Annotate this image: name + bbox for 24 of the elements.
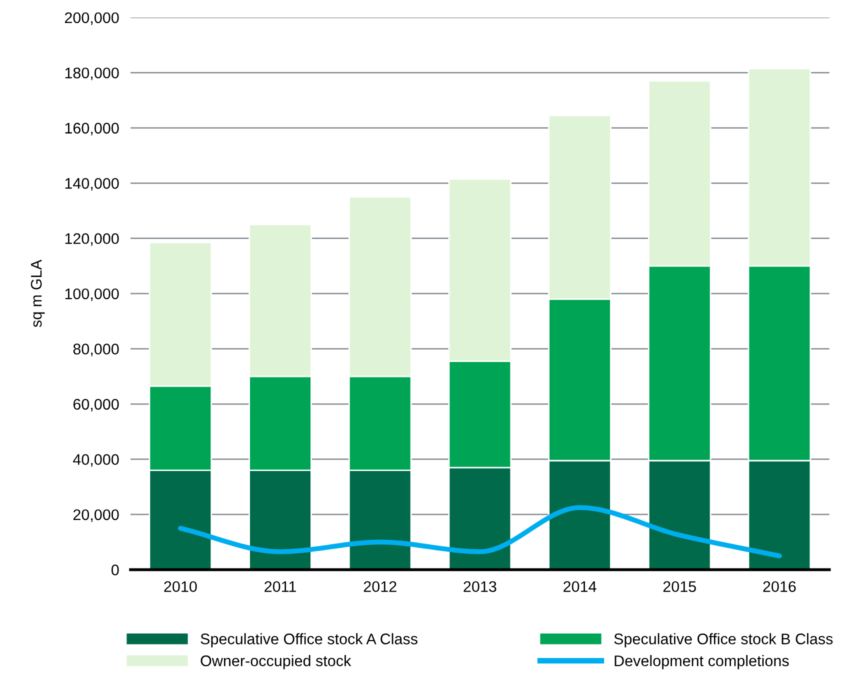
y-tick-label: 180,000 [65,68,119,80]
x-tick-label: 2016 [763,581,796,592]
y-tick-label: 60,000 [73,398,119,412]
y-tick-label: 140,000 [65,178,119,191]
y-tick-label: 120,000 [65,233,119,246]
y-tick-label: 80,000 [73,344,119,356]
y-tick-label: 0 [112,564,119,576]
line-series [178,505,782,558]
x-tick-label: 2011 [264,581,296,592]
x-tick-label: 2012 [364,581,396,592]
legend-label: Development completions [614,655,789,670]
y-tick-label: 20,000 [73,509,119,522]
y-tick-label: 160,000 [65,122,119,136]
y-tick-label: 40,000 [73,454,119,467]
legend-label: Speculative Office stock A Class [200,633,418,648]
legend-label: Owner-occupied stock [200,655,352,670]
x-tick-label: 2010 [164,581,197,592]
y-tick-label: 200,000 [64,12,119,25]
legend-label: Speculative Office stock B Class [614,633,833,648]
x-tick-label: 2013 [464,581,496,592]
y-axis-title: sq m GLA [30,260,45,328]
y-tick-label: 100,000 [65,288,119,302]
x-tick-label: 2015 [663,581,696,592]
x-tick-label: 2014 [564,581,596,592]
